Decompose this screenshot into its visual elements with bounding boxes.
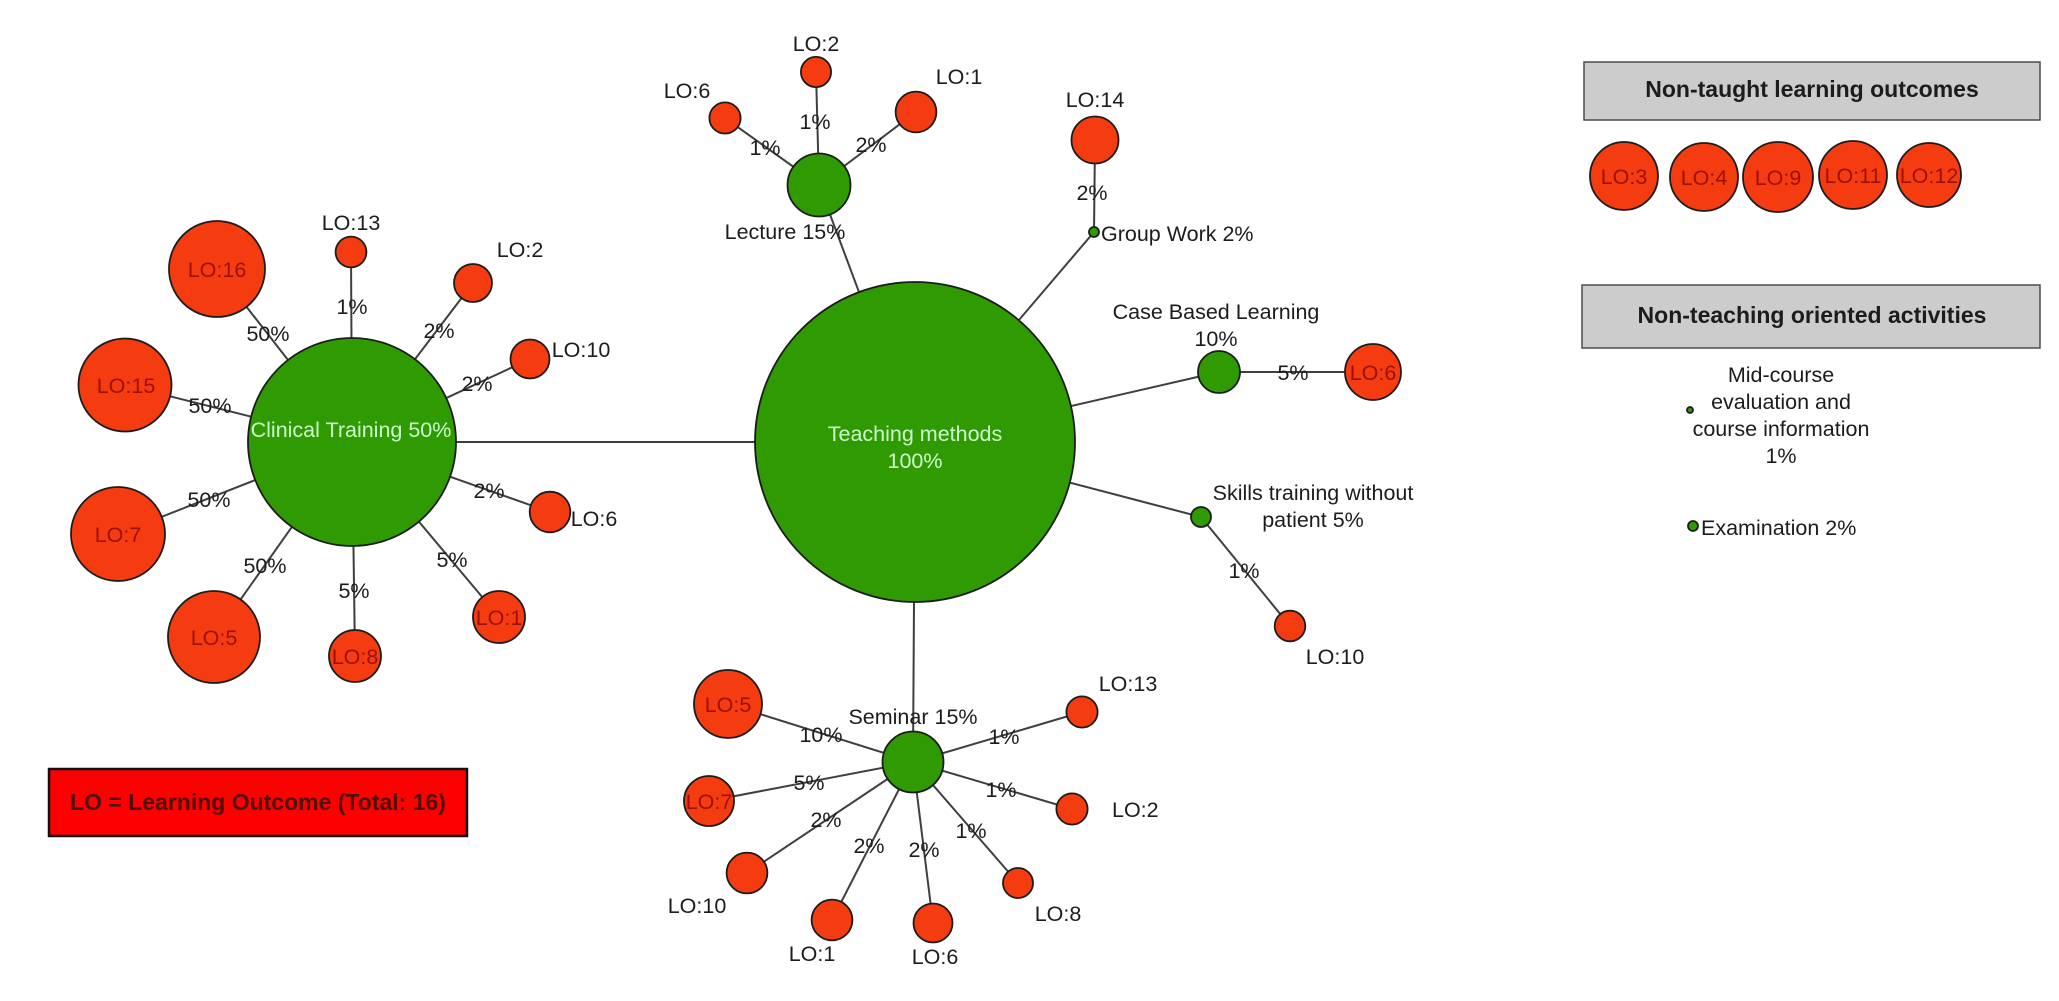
svg-text:10%: 10% bbox=[799, 723, 842, 747]
svg-text:1%: 1% bbox=[955, 819, 986, 843]
svg-text:LO:8: LO:8 bbox=[1035, 902, 1082, 926]
svg-text:Teaching methods: Teaching methods bbox=[828, 422, 1003, 446]
svg-text:1%: 1% bbox=[1228, 559, 1259, 583]
svg-text:Examination 2%: Examination 2% bbox=[1701, 516, 1856, 540]
svg-text:Skills training without: Skills training without bbox=[1213, 481, 1414, 505]
svg-text:2%: 2% bbox=[908, 838, 939, 862]
svg-text:50%: 50% bbox=[188, 394, 231, 418]
svg-text:1%: 1% bbox=[336, 295, 367, 319]
svg-text:LO:13: LO:13 bbox=[1099, 672, 1158, 696]
svg-text:100%: 100% bbox=[888, 449, 943, 473]
svg-text:LO:6: LO:6 bbox=[912, 945, 959, 969]
svg-text:LO:1: LO:1 bbox=[789, 942, 836, 966]
svg-text:Mid-course: Mid-course bbox=[1728, 363, 1834, 387]
svg-text:5%: 5% bbox=[793, 771, 824, 795]
svg-text:2%: 2% bbox=[473, 479, 504, 503]
svg-text:Seminar 15%: Seminar 15% bbox=[848, 705, 977, 729]
svg-text:LO:1: LO:1 bbox=[476, 606, 523, 630]
svg-text:LO:2: LO:2 bbox=[1112, 798, 1159, 822]
svg-text:LO:16: LO:16 bbox=[188, 258, 247, 282]
svg-text:1%: 1% bbox=[799, 110, 830, 134]
svg-text:course information: course information bbox=[1693, 417, 1870, 441]
svg-text:Lecture 15%: Lecture 15% bbox=[725, 220, 846, 244]
svg-text:2%: 2% bbox=[855, 133, 886, 157]
svg-text:LO:9: LO:9 bbox=[1755, 166, 1802, 190]
svg-text:LO:12: LO:12 bbox=[1900, 164, 1959, 188]
svg-text:10%: 10% bbox=[1194, 327, 1237, 351]
svg-text:LO:2: LO:2 bbox=[793, 32, 840, 56]
svg-text:Non-taught learning outcomes: Non-taught learning outcomes bbox=[1645, 76, 1979, 102]
svg-text:LO:15: LO:15 bbox=[97, 374, 156, 398]
svg-text:LO:1: LO:1 bbox=[936, 65, 983, 89]
svg-text:LO:10: LO:10 bbox=[1306, 645, 1365, 669]
svg-text:2%: 2% bbox=[810, 808, 841, 832]
svg-text:2%: 2% bbox=[1076, 181, 1107, 205]
svg-text:1%: 1% bbox=[1765, 444, 1796, 468]
svg-text:2%: 2% bbox=[423, 319, 454, 343]
svg-text:Group Work 2%: Group Work 2% bbox=[1101, 222, 1254, 246]
svg-text:5%: 5% bbox=[1277, 361, 1308, 385]
svg-text:Non-teaching oriented activiti: Non-teaching oriented activities bbox=[1638, 302, 1987, 328]
svg-text:LO:4: LO:4 bbox=[1681, 166, 1728, 190]
svg-text:LO:10: LO:10 bbox=[552, 338, 611, 362]
svg-text:50%: 50% bbox=[187, 488, 230, 512]
svg-text:LO:11: LO:11 bbox=[1825, 164, 1882, 188]
svg-text:1%: 1% bbox=[749, 136, 780, 160]
svg-text:50%: 50% bbox=[246, 322, 289, 346]
svg-text:2%: 2% bbox=[853, 834, 884, 858]
svg-text:50%: 50% bbox=[243, 554, 286, 578]
svg-text:LO = Learning Outcome (Total:: LO = Learning Outcome (Total: 16) bbox=[70, 789, 446, 815]
svg-text:LO:3: LO:3 bbox=[1601, 165, 1648, 189]
svg-text:1%: 1% bbox=[988, 725, 1019, 749]
svg-text:Case Based Learning: Case Based Learning bbox=[1113, 300, 1320, 324]
svg-text:LO:7: LO:7 bbox=[686, 790, 733, 814]
svg-text:LO:6: LO:6 bbox=[664, 79, 711, 103]
svg-text:LO:2: LO:2 bbox=[497, 238, 544, 262]
svg-text:LO:5: LO:5 bbox=[191, 626, 238, 650]
svg-text:LO:7: LO:7 bbox=[95, 523, 142, 547]
svg-text:LO:8: LO:8 bbox=[332, 645, 379, 669]
svg-text:2%: 2% bbox=[461, 372, 492, 396]
svg-text:LO:13: LO:13 bbox=[322, 211, 381, 235]
svg-text:LO:6: LO:6 bbox=[1350, 361, 1397, 385]
svg-text:LO:5: LO:5 bbox=[705, 693, 752, 717]
svg-text:evaluation and: evaluation and bbox=[1711, 390, 1851, 414]
svg-text:patient 5%: patient 5% bbox=[1262, 508, 1364, 532]
svg-text:LO:14: LO:14 bbox=[1066, 88, 1125, 112]
svg-text:LO:6: LO:6 bbox=[571, 507, 618, 531]
svg-text:LO:10: LO:10 bbox=[668, 894, 727, 918]
svg-text:5%: 5% bbox=[338, 579, 369, 603]
svg-text:5%: 5% bbox=[436, 548, 467, 572]
svg-text:1%: 1% bbox=[985, 778, 1016, 802]
svg-text:Clinical Training 50%: Clinical Training 50% bbox=[251, 418, 452, 442]
